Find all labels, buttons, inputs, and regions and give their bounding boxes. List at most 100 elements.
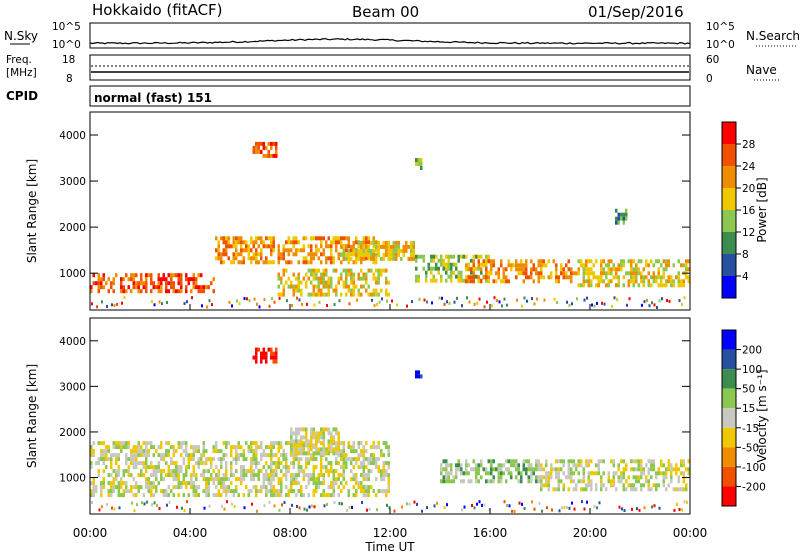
power-cell-275: [302, 248, 305, 253]
velocity-cell-809: [350, 477, 353, 482]
velocity-cell-387: [215, 493, 218, 498]
velocity-cell-361: [207, 457, 210, 462]
power-cell-244: [280, 252, 283, 257]
velocity-cell-1136: [515, 463, 518, 468]
velocity-cell-789: [342, 465, 345, 470]
velocity-cell-1391: [670, 463, 673, 468]
velocity-cell-1101: [490, 459, 493, 464]
power-cell-1171: [246, 297, 248, 301]
power-cell-879: [540, 275, 543, 280]
power-cell-1090: [685, 267, 688, 272]
velocity-cell-829: [357, 453, 360, 458]
power-cell-121: [197, 285, 200, 290]
power-cell-232: [270, 252, 273, 257]
velocity-cell-942: [295, 439, 298, 444]
power-cell-62: [150, 277, 153, 282]
power-cell-268: [295, 252, 298, 257]
power-cell-831: [505, 267, 508, 272]
station-title: Hokkaido (fitACF): [92, 1, 223, 19]
velocity-cell-709: [317, 485, 320, 490]
x-ticks: 00:00 04:00 08:00 12:00 16:00 20:00 00:00: [73, 304, 707, 540]
power-cell-108: [185, 289, 188, 294]
velocity-cell-876: [370, 469, 373, 474]
velocity-cell-725: [322, 481, 325, 486]
velocity-cell-1066: [460, 467, 463, 472]
power-cell-989: [620, 263, 623, 268]
power-cell-1262: [656, 306, 658, 309]
velocity-cell-7: [90, 493, 93, 498]
velocity-cell-1234: [572, 471, 575, 476]
power-cell-516: [357, 272, 360, 277]
velocity-cell-1434: [260, 355, 263, 360]
velocity-cell-1097: [485, 479, 488, 484]
power-cell-144: [220, 260, 223, 265]
velocity-cell-1362: [650, 475, 653, 480]
velocity-cell-1283: [602, 459, 605, 464]
velocity-cell-997: [320, 447, 323, 452]
power-cbar-label-4: 20: [742, 183, 755, 195]
power-cell-861: [530, 259, 533, 264]
velocity-cell-1294: [612, 463, 615, 468]
velocity-cell-505: [255, 461, 258, 466]
velocity-cell-1551: [563, 505, 566, 509]
velocity-cell-611: [285, 477, 288, 482]
velocity-cell-1238: [575, 467, 578, 472]
velocity-cell-817: [352, 485, 355, 490]
power-cell-878: [540, 271, 543, 276]
power-cbar-swatch-4: [722, 210, 736, 232]
power-cell-1196: [376, 302, 378, 306]
power-cell-519: [357, 292, 360, 297]
power-cell-1043: [655, 259, 658, 264]
power-cell-138: [217, 248, 220, 253]
velocity-cell-1486: [263, 504, 266, 508]
power-cell-105: [185, 273, 188, 278]
power-cell-932: [587, 259, 590, 264]
velocity-cell-1503: [338, 502, 341, 505]
power-cell-233: [270, 260, 273, 265]
velocity-cell-88: [117, 489, 120, 494]
power-cell-1139: [415, 162, 418, 166]
power-cell-36: [130, 273, 133, 278]
power-cell-1025: [642, 267, 645, 272]
velocity-cell-987: [315, 443, 318, 448]
velocity-cell-1075: [467, 463, 470, 468]
power-cell-119: [195, 285, 198, 290]
power-cell-680: [422, 266, 425, 271]
power-cell-797: [477, 263, 480, 268]
velocity-cell-1239: [575, 483, 578, 488]
power-cell-987: [617, 283, 620, 288]
velocity-cell-1359: [650, 459, 653, 464]
velocity-cell-1077: [467, 479, 470, 484]
velocity-cell-231: [165, 449, 168, 454]
power-cell-1108: [262, 145, 265, 150]
velocity-cell-649: [297, 465, 300, 470]
velocity-cell-1401: [675, 487, 678, 492]
velocity-cell-1377: [660, 471, 663, 476]
velocity-cell-1286: [605, 487, 608, 492]
power-cell-694: [432, 274, 435, 279]
power-cell-975: [610, 279, 613, 284]
freq-panel-frame: [89, 54, 691, 81]
velocity-cell-803: [347, 493, 350, 498]
velocity-cell-1533: [483, 503, 486, 507]
velocity-cell-1158: [530, 467, 533, 472]
velocity-cell-1192: [547, 483, 550, 488]
velocity-cell-261: [175, 461, 178, 466]
velocity-cell-553: [270, 465, 273, 470]
velocity-cell-1123: [505, 459, 508, 464]
velocity-cell-1125: [505, 479, 508, 484]
velocity-cell-265: [175, 477, 178, 482]
power-cell-420: [297, 276, 300, 281]
velocity-cell-800: [347, 445, 350, 450]
power-cell-19: [110, 281, 113, 286]
velocity-cbar-swatch-6: [722, 447, 736, 467]
power-cell-91: [172, 281, 175, 286]
velocity-cell-852: [362, 485, 365, 490]
power-cell-1114: [267, 153, 270, 158]
velocity-cell-572: [275, 453, 278, 458]
velocity-cell-1117: [500, 467, 503, 472]
velocity-cell-578: [275, 493, 278, 498]
velocity-cell-1427: [252, 355, 255, 360]
velocity-cbar-swatch-7: [722, 466, 736, 487]
power-cell-852: [522, 267, 525, 272]
